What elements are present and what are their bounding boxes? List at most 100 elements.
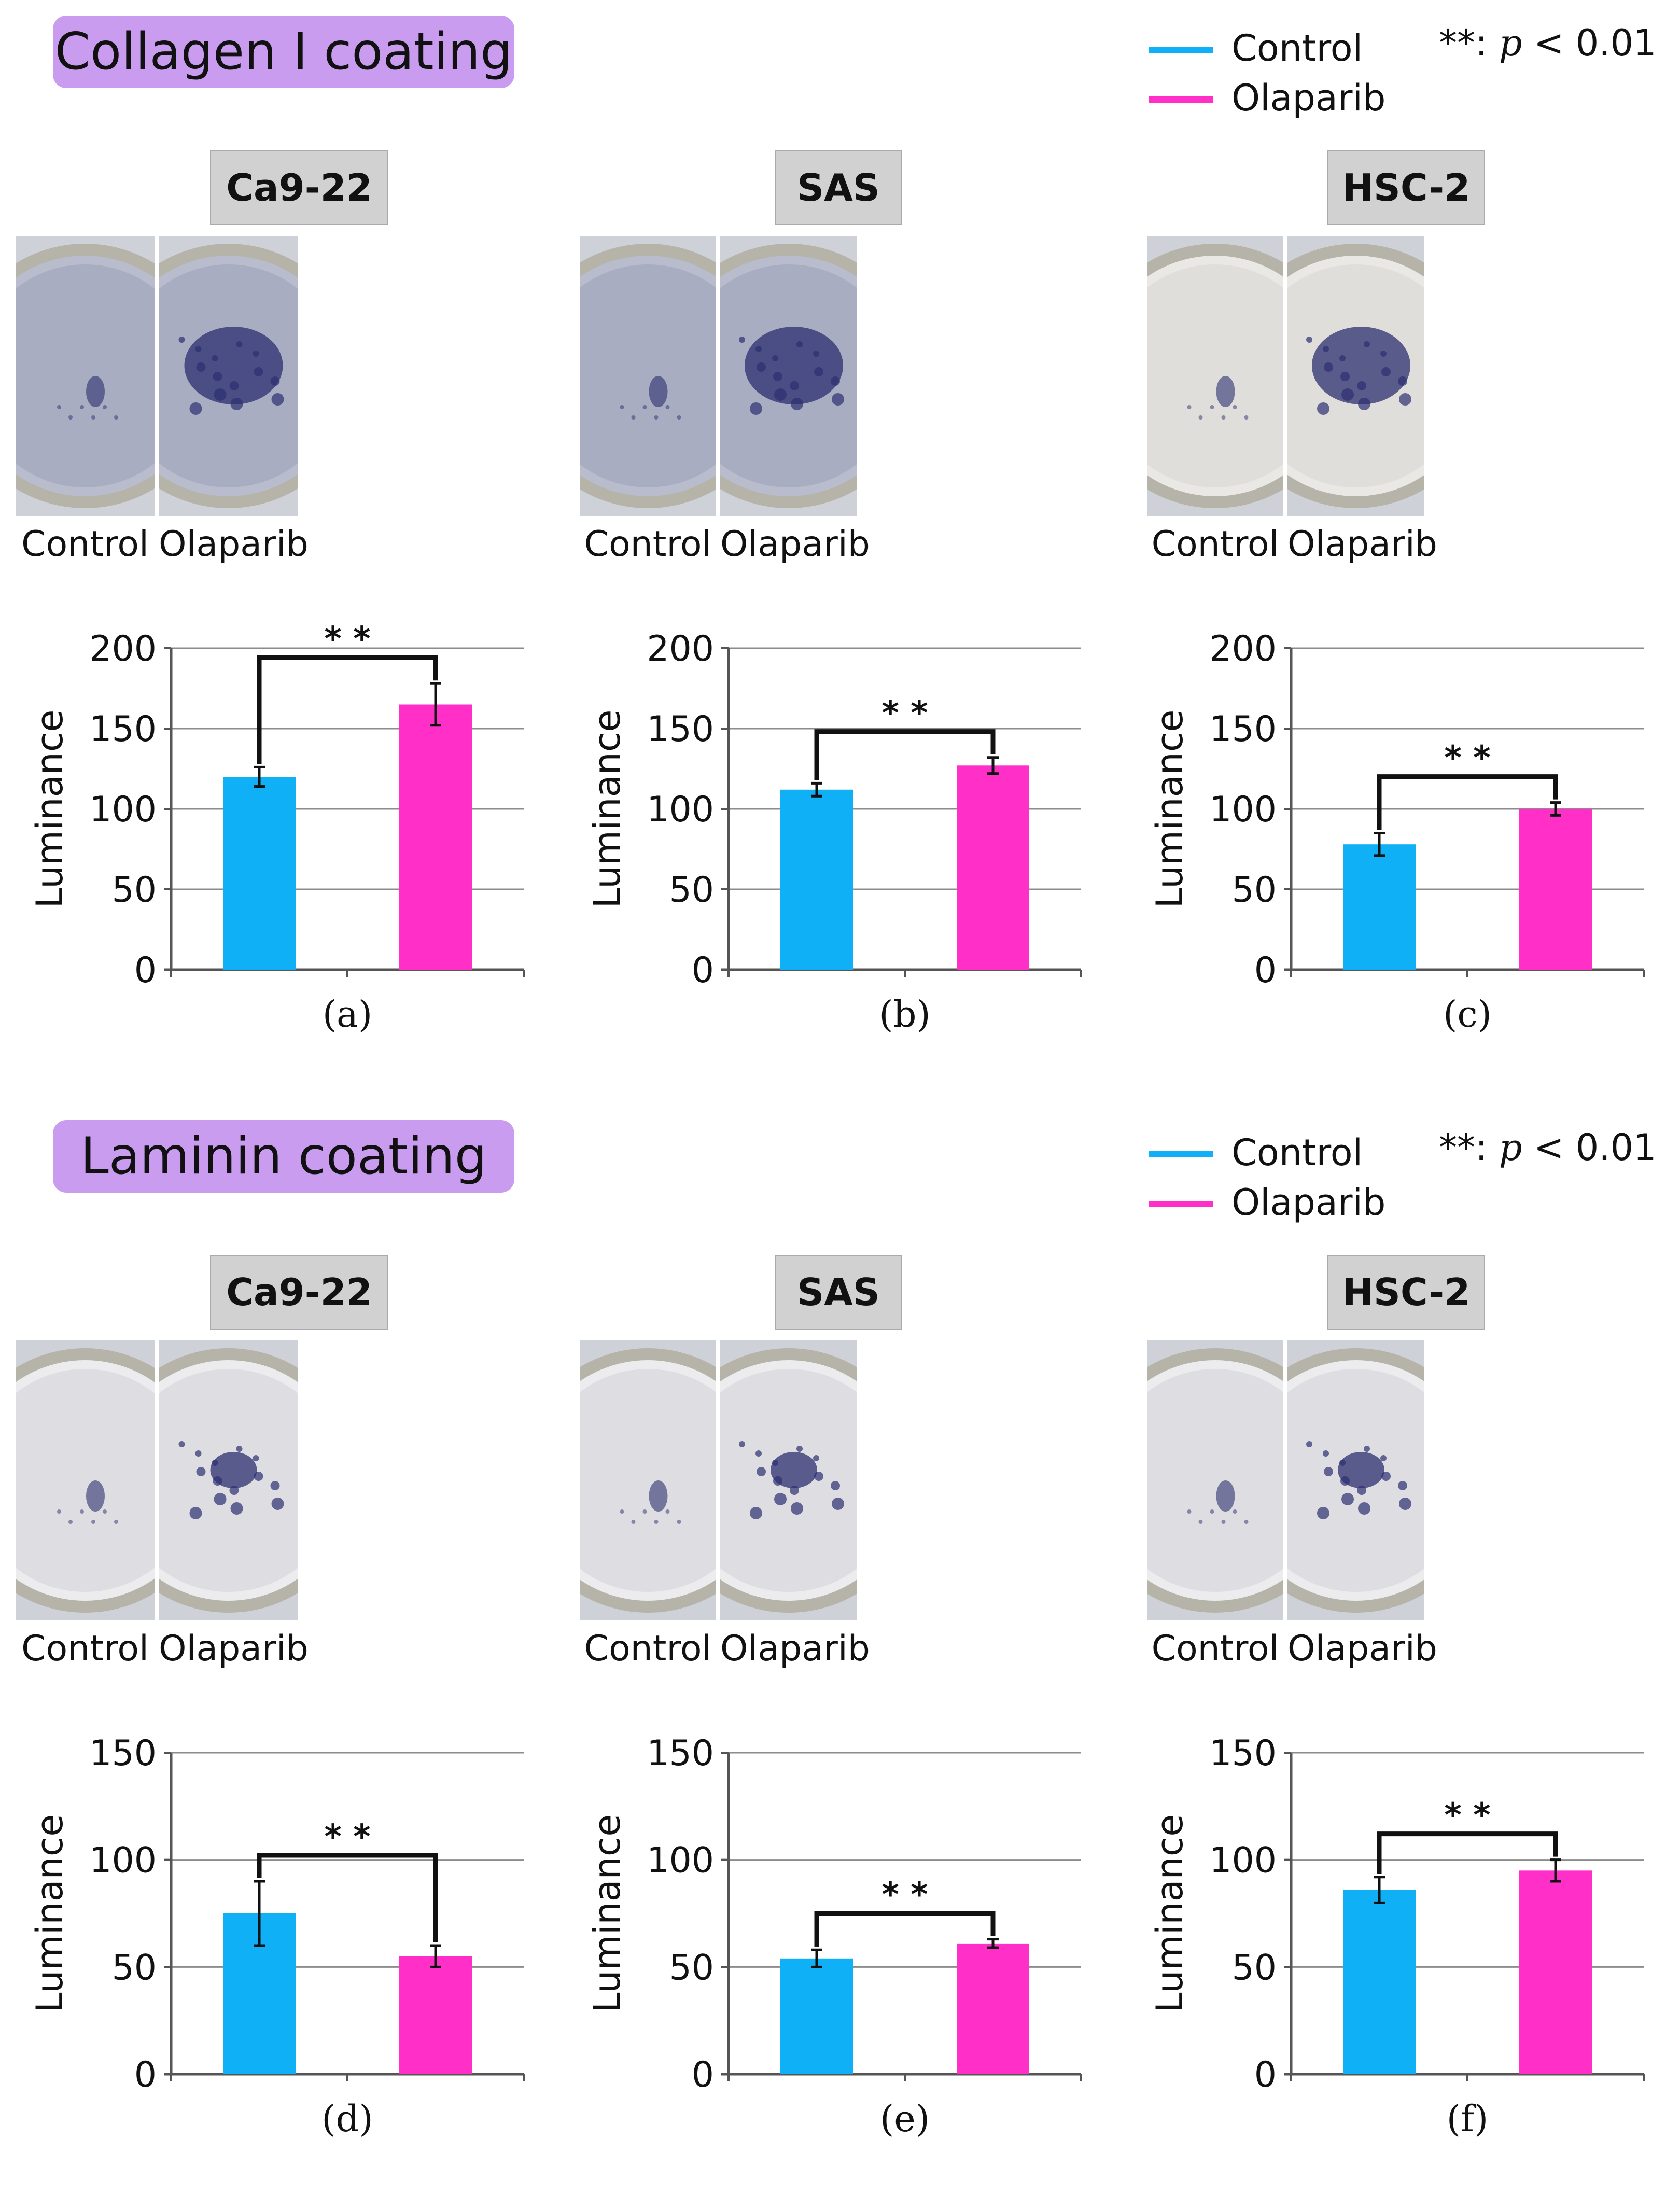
panel-label: (c) (1443, 993, 1492, 1036)
bar-chart: 0 50 100 150 Luminance * * (1149, 1733, 1645, 2095)
cell-line-label: SAS (775, 1255, 902, 1330)
bar-chart: 0 50 100 150 200 Luminance * * (586, 628, 1082, 991)
bar-control (1343, 844, 1416, 970)
y-tick-label: 100 (1209, 789, 1277, 830)
bar-control (780, 789, 853, 970)
well-photo-icon (580, 236, 716, 516)
coating-title: Collagen I coating (53, 16, 514, 88)
cell-line-label: SAS (775, 150, 902, 225)
y-axis-label: Luminance (1149, 1814, 1191, 2013)
well-photo-icon (720, 236, 857, 516)
significance-stars: * * (881, 1876, 928, 1914)
well-photo-icon (159, 1340, 298, 1620)
y-tick-label: 50 (669, 1947, 714, 1988)
significance-bracket (257, 1853, 438, 1942)
error-bar (811, 781, 822, 798)
error-bar (987, 1938, 999, 1949)
laminin-section: Laminin coating Control Olaparib **: p < 0.… (0, 1104, 1680, 2209)
well-photo (720, 236, 857, 516)
significance-bracket (814, 729, 996, 780)
cell-line-label: HSC-2 (1327, 1255, 1485, 1330)
bar-chart: 0 50 100 150 Luminance * * (586, 1733, 1082, 2095)
bar-olaparib (957, 1943, 1029, 2074)
bar-olaparib (1519, 809, 1592, 970)
well-photo-icon (159, 236, 298, 516)
y-tick-label: 50 (111, 870, 157, 911)
well-photo (159, 1340, 298, 1620)
significance-note: **: p < 0.01 (1439, 25, 1657, 61)
well-photo-icon (16, 236, 155, 516)
legend-swatch-control (1149, 1151, 1213, 1157)
legend-label-control: Control (1231, 1131, 1363, 1174)
bar-olaparib (957, 765, 1029, 970)
cell-line-label: Ca9-22 (210, 1255, 388, 1330)
significance-bracket (1377, 774, 1558, 830)
photo-caption-control: Control (1151, 524, 1279, 565)
y-axis-label: Luminance (586, 1814, 628, 2013)
well-photo (159, 236, 298, 516)
luminance-chart: 0 50 100 150 200 Luminance * * (c) (1141, 607, 1680, 1084)
error-bar (1550, 801, 1561, 817)
photo-caption-olaparib: Olaparib (1287, 1628, 1437, 1669)
error-bar (430, 682, 441, 727)
well-photo-icon (16, 1340, 155, 1620)
significance-note-stars: **: (1439, 1126, 1499, 1169)
y-tick-label: 50 (1231, 1947, 1277, 1988)
y-tick-label: 150 (89, 1733, 157, 1774)
bar-control (223, 777, 296, 970)
y-tick-label: 0 (692, 2054, 714, 2095)
well-photo (1147, 236, 1283, 516)
significance-stars: * * (1444, 739, 1490, 778)
cell-line-label: HSC-2 (1327, 150, 1485, 225)
error-bar (987, 756, 999, 775)
y-tick-label: 0 (134, 950, 157, 991)
well-photo-icon (1147, 1340, 1283, 1620)
y-tick-label: 50 (669, 870, 714, 911)
bar-control (1343, 1890, 1416, 2074)
bar-chart: 0 50 100 150 200 Luminance * * (1149, 628, 1645, 991)
error-bar (430, 1944, 441, 1968)
photo-caption-control: Control (584, 1628, 712, 1669)
photo-caption-olaparib: Olaparib (159, 524, 309, 565)
well-photo (1147, 1340, 1283, 1620)
y-tick-label: 200 (89, 628, 157, 669)
significance-note-stars: **: (1439, 22, 1499, 64)
error-bar (254, 1880, 265, 1947)
legend: Control Olaparib **: p < 0.01 (1149, 25, 1677, 123)
y-tick-label: 150 (1209, 709, 1277, 750)
y-axis-label: Luminance (29, 710, 71, 908)
y-tick-label: 50 (111, 1947, 157, 1988)
y-tick-label: 200 (647, 628, 714, 669)
significance-bracket (1377, 1831, 1558, 1874)
photo-caption-olaparib: Olaparib (1287, 524, 1437, 565)
bar-control (780, 1958, 853, 2074)
y-tick-label: 150 (89, 709, 157, 750)
legend-swatch-olaparib (1149, 1201, 1213, 1207)
significance-note-p: p (1499, 1126, 1522, 1169)
well-photo-icon (580, 1340, 716, 1620)
error-bar (254, 765, 265, 788)
well-photo (580, 236, 716, 516)
photo-caption-control: Control (1151, 1628, 1279, 1669)
y-tick-label: 200 (1209, 628, 1277, 669)
legend: Control Olaparib **: p < 0.01 (1149, 1129, 1677, 1228)
y-tick-label: 0 (134, 2054, 157, 2095)
y-axis-label: Luminance (586, 710, 628, 908)
y-tick-label: 0 (1254, 950, 1277, 991)
error-bar (811, 1948, 822, 1968)
well-photo (16, 236, 155, 516)
y-tick-label: 0 (1254, 2054, 1277, 2095)
y-tick-label: 150 (647, 1733, 714, 1774)
legend-label-olaparib: Olaparib (1231, 1181, 1386, 1224)
luminance-chart: 0 50 100 150 200 Luminance * * (a) (21, 607, 581, 1084)
panel-label: (e) (879, 2098, 930, 2140)
legend-label-olaparib: Olaparib (1231, 77, 1386, 119)
photo-caption-control: Control (21, 524, 149, 565)
panel-label: (b) (879, 993, 931, 1036)
significance-stars: * * (324, 620, 370, 659)
significance-note-p: p (1499, 22, 1522, 64)
photo-caption-control: Control (21, 1628, 149, 1669)
y-axis-label: Luminance (29, 1814, 71, 2013)
panel-label: (a) (322, 993, 373, 1036)
y-tick-label: 100 (647, 789, 714, 830)
